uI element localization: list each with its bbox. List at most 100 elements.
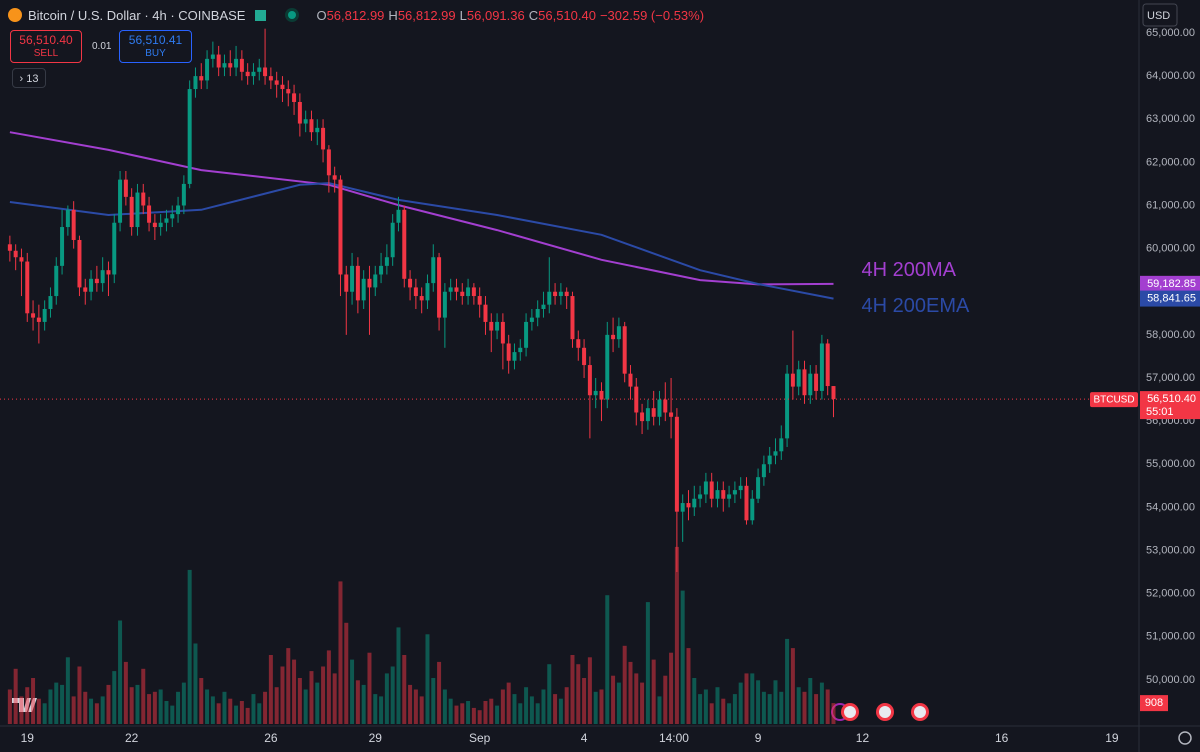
- candle-body: [42, 308, 47, 322]
- candle-body: [245, 71, 250, 77]
- candle-body: [808, 373, 813, 396]
- ohlc-value: 56,091.36: [466, 7, 525, 23]
- candle-body: [141, 192, 146, 206]
- status-dot: [288, 11, 297, 19]
- buy-button[interactable]: 56,510.41 BUY: [119, 30, 192, 63]
- ohlc-key: O: [316, 7, 327, 23]
- candle-body: [529, 317, 534, 322]
- candle-body: [303, 119, 308, 124]
- volume-bar: [19, 696, 24, 724]
- volume-bar: [373, 694, 378, 724]
- y-tick-label: 60,000.00: [1146, 243, 1195, 255]
- volume-bar: [193, 643, 198, 724]
- volume-bar: [576, 664, 581, 724]
- flag-icon[interactable]: [255, 9, 267, 21]
- volume-bar: [118, 620, 123, 724]
- candle-body: [193, 76, 198, 90]
- ohlc-value: 56,812.99: [397, 7, 456, 23]
- candle-body: [373, 274, 378, 288]
- volume-bar: [686, 648, 691, 724]
- candle-body: [280, 84, 285, 90]
- candle-body: [756, 477, 761, 499]
- volume-bar: [263, 691, 268, 724]
- currency-button[interactable]: [1142, 3, 1178, 27]
- currency[interactable]: USD: [1147, 10, 1170, 22]
- sell-button[interactable]: 56,510.40 SELL: [10, 30, 82, 63]
- price-tag-label: 58,841.65: [1147, 292, 1196, 304]
- candle-body: [500, 321, 505, 344]
- change: −302.59 (−0.53%): [599, 7, 705, 23]
- candle-body: [547, 291, 552, 305]
- candle-body: [651, 408, 656, 417]
- indicator-toggle[interactable]: › 13: [12, 68, 46, 88]
- volume-bar: [94, 703, 99, 724]
- volume-bar: [500, 689, 505, 724]
- x-tick-label: Sep: [469, 731, 491, 745]
- volume-bar: [796, 687, 801, 724]
- buy-label[interactable]: BUY: [145, 48, 166, 59]
- volume-bar: [529, 696, 534, 724]
- volume-bar: [634, 673, 639, 724]
- candle-body: [657, 399, 662, 417]
- symbol-title[interactable]: Bitcoin / U.S. Dollar · 4h · COINBASE: [28, 7, 246, 23]
- volume-bar: [251, 694, 256, 724]
- candle-body: [721, 490, 726, 499]
- volume-bar: [442, 689, 447, 724]
- volume-bar: [553, 694, 558, 724]
- candle-body: [570, 296, 575, 340]
- volume-tag: [1140, 695, 1168, 712]
- candle-body: [790, 373, 795, 387]
- volume-bar: [129, 687, 134, 724]
- candle-body: [170, 214, 175, 219]
- volume-bar: [698, 694, 703, 724]
- volume-bar: [355, 680, 360, 724]
- candle-body: [425, 283, 430, 301]
- candle-body: [54, 265, 59, 297]
- candle-body: [286, 89, 291, 94]
- candle-body: [268, 76, 273, 81]
- volume-bar: [773, 680, 778, 724]
- ohlc-legend: O56,812.99 H56,812.99 L56,091.36 C56,510.40: [312, 8, 596, 23]
- volume-bar: [599, 689, 604, 724]
- sell-price[interactable]: 56,510.40: [19, 33, 73, 47]
- volume-bar: [495, 705, 500, 724]
- candle-body: [65, 209, 70, 228]
- candle-body: [234, 58, 239, 68]
- candle-body: [576, 339, 581, 348]
- candle-body: [541, 304, 546, 309]
- volume-bar: [181, 682, 186, 724]
- volume-bar: [71, 696, 76, 724]
- buy-price[interactable]: 56,510.41: [128, 33, 183, 47]
- indicator-count[interactable]: 13: [26, 73, 39, 85]
- candle-body: [135, 192, 140, 228]
- volume-bar: [280, 666, 285, 724]
- event-icons[interactable]: [831, 703, 929, 721]
- settings-icon[interactable]: [1178, 731, 1192, 745]
- sell-label[interactable]: SELL: [33, 48, 59, 59]
- candle-body: [761, 464, 766, 478]
- candle-body: [123, 179, 128, 197]
- y-tick-label: 63,000.00: [1146, 113, 1195, 125]
- volume-bar: [750, 673, 755, 724]
- x-tick-label: 26: [264, 731, 278, 745]
- volume-bar: [367, 652, 372, 724]
- volume-bar: [431, 678, 436, 724]
- y-tick-label: 64,000.00: [1146, 70, 1195, 82]
- y-tick-label: 54,000.00: [1146, 501, 1195, 513]
- volume-bar: [48, 689, 53, 724]
- volume-bar: [622, 645, 627, 724]
- volume-bar: [564, 687, 569, 724]
- x-tick-label: 14:00: [659, 731, 689, 745]
- candle-body: [292, 93, 297, 102]
- volume-bar: [413, 689, 418, 724]
- volume-bar: [831, 703, 836, 724]
- volume-bar: [790, 648, 795, 724]
- candle-body: [205, 58, 210, 81]
- candle-body: [750, 498, 755, 521]
- candle-body: [744, 485, 749, 521]
- candle-body: [715, 490, 720, 499]
- volume-bar: [135, 684, 140, 724]
- candle-body: [599, 390, 604, 400]
- volume-bar: [100, 696, 105, 724]
